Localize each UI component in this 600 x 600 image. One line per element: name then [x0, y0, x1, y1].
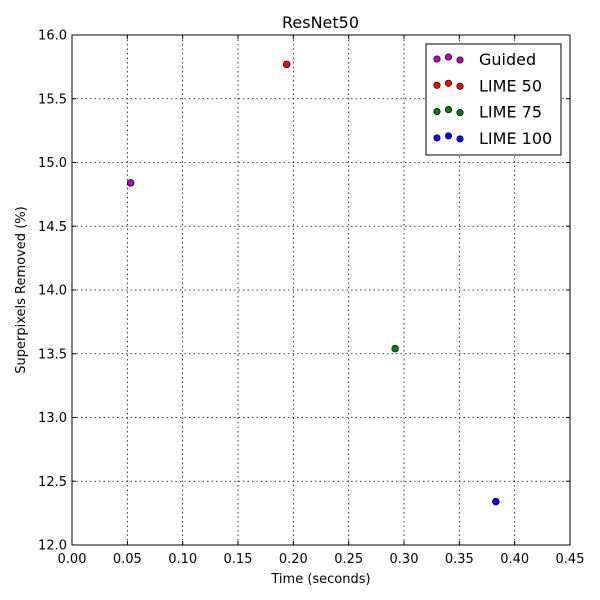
y-tick-label: 14.5 [38, 220, 67, 235]
x-tick-label: 0.10 [168, 552, 197, 567]
legend-marker [433, 134, 441, 142]
x-tick-label: 0.25 [334, 552, 363, 567]
data-point [282, 60, 291, 69]
data-point [492, 497, 500, 506]
y-tick-label: 14.0 [38, 284, 67, 299]
x-tick-label: 0.20 [279, 552, 308, 567]
legend: Guided LIME 50 LIME 75 LIME 100 [425, 43, 562, 156]
legend-label: LIME 50 [479, 76, 542, 95]
x-tick-label: 0.05 [113, 552, 142, 567]
y-tick-label: 13.5 [38, 347, 67, 362]
x-tick-label: 0.30 [390, 552, 419, 567]
legend-marker [444, 132, 453, 140]
chart-title: ResNet50 [282, 13, 359, 32]
legend-marker [456, 82, 464, 90]
legend-label: LIME 100 [479, 129, 552, 148]
y-tick-label: 15.5 [38, 92, 67, 107]
legend-marker [444, 79, 453, 87]
legend-marker [444, 53, 453, 61]
legend-label: LIME 75 [479, 103, 542, 122]
x-tick-label: 0.35 [445, 552, 474, 567]
x-axis-title: Time (seconds) [270, 572, 370, 587]
y-tick-label: 12.0 [38, 539, 67, 554]
plot-area-frame [71, 34, 571, 546]
legend-marker [456, 109, 464, 117]
axis-ticks: 0.00 0.05 0.10 0.15 0.20 0.25 0.30 0.35 0.40 0.45… [38, 29, 584, 568]
x-tick-label: 0.40 [500, 552, 529, 567]
y-tick-label: 15.0 [38, 156, 67, 171]
y-tick-label: 12.5 [38, 475, 67, 490]
data-point [391, 344, 399, 353]
y-tick-label: 13.0 [38, 411, 67, 426]
x-tick-label: 0.45 [556, 552, 585, 567]
y-tick-label: 16.0 [38, 29, 67, 44]
x-tick-label: 0.15 [224, 552, 253, 567]
data-point [126, 179, 135, 187]
legend-marker [433, 81, 441, 89]
legend-marker [456, 135, 464, 143]
data-points [126, 60, 500, 506]
legend-marker [433, 108, 441, 116]
legend-marker [444, 106, 453, 114]
legend-marker [433, 55, 441, 63]
legend-marker [456, 56, 464, 64]
x-tick-label: 0.00 [58, 552, 87, 567]
y-axis-title: Superpixels Removed (%) [14, 206, 29, 373]
legend-label: Guided [479, 50, 536, 69]
